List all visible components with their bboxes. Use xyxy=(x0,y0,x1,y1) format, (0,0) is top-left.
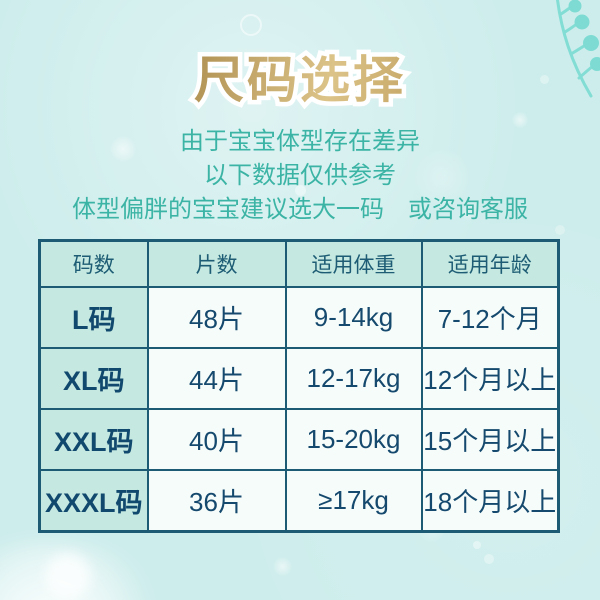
age-cell: 12个月以上 xyxy=(420,347,560,410)
pieces-cell: 36片 xyxy=(146,469,287,533)
notes-block: 由于宝宝体型存在差异 以下数据仅供参考 体型偏胖的宝宝建议选大一码 或咨询客服 xyxy=(0,125,600,227)
size-cell: XXXL码 xyxy=(38,469,149,533)
age-cell: 18个月以上 xyxy=(420,469,560,533)
header-weight: 适用体重 xyxy=(284,239,423,288)
bubble-decoration xyxy=(240,14,262,36)
note-line: 体型偏胖的宝宝建议选大一码 或咨询客服 xyxy=(72,196,528,223)
weight-cell: ≥17kg xyxy=(284,469,423,533)
header-size: 码数 xyxy=(38,239,149,288)
page-title-outline: 尺码选择 xyxy=(0,48,600,113)
bubble-decoration xyxy=(273,557,292,576)
pieces-cell: 48片 xyxy=(146,286,287,349)
weight-cell: 9-14kg xyxy=(284,286,423,349)
size-table: 码数 片数 适用体重 适用年龄 L码 48片 9-14kg 7-12个月 XL码… xyxy=(38,239,560,533)
bubble-decoration xyxy=(484,554,494,564)
table-row: L码 48片 9-14kg 7-12个月 xyxy=(38,286,560,349)
table-row: XXL码 40片 15-20kg 15个月以上 xyxy=(38,408,560,471)
title-block: 尺码选择 尺码选择 xyxy=(0,48,600,113)
header-pieces: 片数 xyxy=(146,239,287,288)
size-cell: XXL码 xyxy=(38,408,149,471)
note-line: 以下数据仅供参考 xyxy=(204,162,396,189)
bubble-decoration xyxy=(473,541,481,549)
size-cell: L码 xyxy=(38,286,149,349)
header-age: 适用年龄 xyxy=(420,239,560,288)
note-line: 由于宝宝体型存在差异 xyxy=(180,128,420,155)
pieces-cell: 44片 xyxy=(146,347,287,410)
table-row: XL码 44片 12-17kg 12个月以上 xyxy=(38,347,560,410)
size-cell: XL码 xyxy=(38,347,149,410)
pieces-cell: 40片 xyxy=(146,408,287,471)
page-title: 尺码选择 xyxy=(0,50,600,110)
bubble-decoration xyxy=(45,553,91,599)
age-cell: 7-12个月 xyxy=(420,286,560,349)
table-row: XXXL码 36片 ≥17kg 18个月以上 xyxy=(38,469,560,533)
weight-cell: 15-20kg xyxy=(284,408,423,471)
age-cell: 15个月以上 xyxy=(420,408,560,471)
weight-cell: 12-17kg xyxy=(284,347,423,410)
table-header-row: 码数 片数 适用体重 适用年龄 xyxy=(38,239,560,288)
corner-glow-decoration xyxy=(0,540,170,600)
